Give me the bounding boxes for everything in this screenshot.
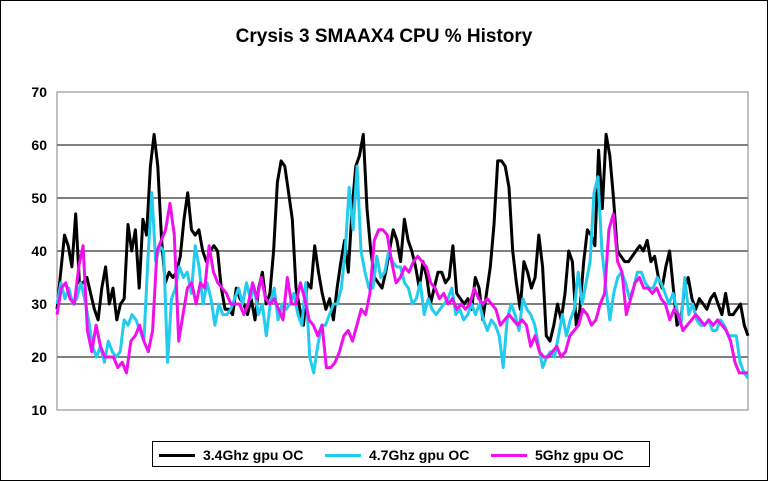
y-tick-label: 50 (31, 190, 47, 206)
series-lines (55, 132, 750, 380)
legend-label: 5Ghz gpu OC (535, 447, 624, 463)
y-tick-label: 40 (31, 243, 47, 259)
plot-area-border (56, 91, 749, 411)
legend-item-5ghz: 5Ghz gpu OC (491, 446, 624, 464)
legend-label: 4.7Ghz gpu OC (369, 447, 470, 463)
series-line-0 (55, 132, 750, 343)
legend: 3.4Ghz gpu OC 4.7Ghz gpu OC 5Ghz gpu OC (152, 441, 650, 467)
y-tick-label: 10 (31, 402, 47, 418)
legend-swatch (491, 453, 527, 457)
y-axis-ticks: 10 20 30 40 50 60 70 (31, 84, 47, 418)
legend-swatch (325, 453, 361, 457)
legend-swatch (159, 453, 195, 457)
y-tick-label: 70 (31, 84, 47, 100)
series-line-2 (55, 201, 748, 375)
legend-item-3-4ghz: 3.4Ghz gpu OC (159, 446, 303, 464)
y-tick-label: 30 (31, 296, 47, 312)
legend-item-4-7ghz: 4.7Ghz gpu OC (325, 446, 469, 464)
chart-title: Crysis 3 SMAAX4 CPU % History (235, 26, 533, 47)
y-tick-label: 60 (31, 137, 47, 153)
legend-label: 3.4Ghz gpu OC (203, 447, 304, 463)
y-tick-label: 20 (31, 349, 47, 365)
